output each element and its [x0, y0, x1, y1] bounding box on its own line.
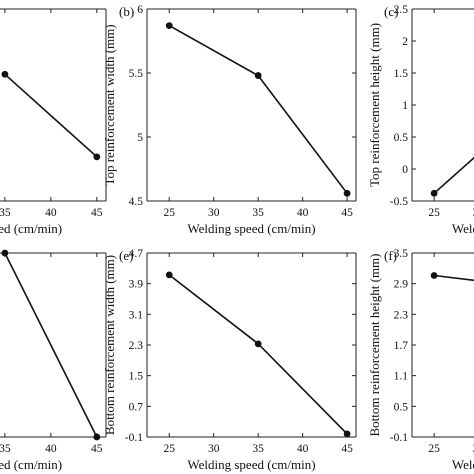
data-point — [93, 433, 101, 441]
data-point — [93, 153, 101, 161]
x-tick-label: 40 — [45, 207, 57, 219]
y-axis-title: Top reinforcement width (mm) — [102, 24, 117, 185]
x-tick-label: 35 — [0, 443, 11, 455]
y-tick-label: 1.7 — [394, 340, 409, 352]
y-axis-title: Bottom reinforcement height (mm) — [367, 253, 382, 436]
x-tick-label: 30 — [473, 443, 474, 455]
x-tick-label: 45 — [91, 443, 103, 455]
y-tick-label: 4.7 — [129, 248, 144, 260]
x-tick-label: 25 — [428, 207, 440, 219]
y-tick-label: 3.9 — [129, 279, 144, 291]
x-tick-label: 25 — [428, 443, 440, 455]
y-axis-title: Top reinforcement height (mm) — [367, 23, 382, 187]
y-tick-label: 0 — [402, 164, 408, 176]
y-tick-label: 1.1 — [394, 371, 409, 383]
x-axis-title: Welding speed (cm/min) — [187, 457, 315, 472]
x-tick-label: 30 — [208, 207, 220, 219]
panel-label-b: (b) — [119, 4, 134, 19]
panel-label-c: (c) — [384, 4, 398, 19]
chart-panel-f: 2530354045-0.10.51.11.72.32.93.5Welding … — [367, 248, 474, 472]
chart-panel-d: 2530354045Welding speed (cm/min)(d) — [0, 249, 107, 472]
series-line — [434, 274, 474, 282]
x-tick-label: 25 — [163, 443, 175, 455]
y-tick-label: 0.5 — [394, 401, 409, 413]
y-tick-label: 3.1 — [129, 309, 144, 321]
y-tick-label: -0.1 — [390, 432, 408, 444]
x-tick-label: 35 — [252, 207, 264, 219]
data-point — [430, 272, 438, 279]
x-axis-title: Welding speed (cm/min) — [452, 221, 474, 236]
x-tick-label: 30 — [473, 207, 474, 219]
series-line — [4, 252, 98, 438]
chart-panel-b: 25 30 35 40 45 4.5 5 5.5 6 Welding speed (cm/min)… — [102, 4, 357, 236]
series-line — [168, 24, 348, 194]
y-tick-label: 4.5 — [129, 196, 144, 208]
y-tick-label: 1.5 — [394, 68, 409, 80]
panel-label-f: (f) — [384, 248, 397, 263]
data-point — [1, 249, 9, 257]
series-line — [168, 274, 348, 435]
y-tick-label: 0.7 — [129, 401, 144, 413]
panel-label-e: (e) — [119, 248, 133, 263]
data-point — [430, 189, 438, 197]
y-tick-label: -0.5 — [390, 196, 408, 208]
data-point — [165, 22, 173, 30]
chart-panel-a: 2530354045Welding speed (cm/min)(a) — [0, 8, 107, 236]
y-tick-label: 2.3 — [394, 309, 409, 321]
x-tick-label: 40 — [45, 443, 57, 455]
x-tick-label: 45 — [341, 443, 353, 455]
y-tick-label: 2.5 — [394, 4, 409, 16]
y-axis-title: Bottom reinforcement width (mm) — [102, 255, 117, 435]
x-tick-label: 30 — [208, 443, 220, 455]
x-tick-label: 45 — [91, 207, 103, 219]
y-tick-label: 5 — [137, 132, 143, 144]
y-tick-label: 1 — [402, 100, 408, 112]
x-tick-label: 35 — [252, 443, 264, 455]
data-point — [254, 72, 262, 79]
x-tick-label: 25 — [163, 207, 175, 219]
data-point — [165, 271, 173, 279]
series-line — [433, 156, 474, 194]
y-tick-label: 2.3 — [129, 340, 144, 352]
data-point — [1, 70, 9, 78]
x-axis-title: Welding speed (cm/min) — [187, 221, 315, 236]
x-axis-title: Welding speed (cm/min) — [0, 457, 62, 472]
x-tick-label: 45 — [341, 207, 353, 219]
y-tick-label: 2.9 — [394, 279, 409, 291]
x-tick-label: 35 — [0, 207, 11, 219]
y-tick-label: 2 — [402, 36, 408, 48]
y-tick-label: 1.5 — [129, 371, 144, 383]
x-axis-title: Welding speed (cm/min) — [452, 457, 474, 472]
y-tick-label: 5.5 — [129, 68, 144, 80]
x-axis-title: Welding speed (cm/min) — [0, 221, 62, 236]
x-tick-label: 40 — [297, 443, 309, 455]
x-tick-label: 40 — [297, 207, 309, 219]
data-point — [343, 430, 351, 438]
data-point — [343, 189, 351, 197]
y-tick-label: 3.5 — [394, 248, 409, 260]
series-line — [4, 73, 98, 158]
data-point — [254, 340, 262, 348]
y-tick-label: 6 — [137, 4, 143, 16]
y-tick-label: -0.1 — [125, 432, 143, 444]
y-tick-label: 0.5 — [394, 132, 409, 144]
chart-panel-e: 25 30 35 40 45 -0.1 0.7 1.5 2.3 3.1 3.9 4.7 Welding … — [102, 248, 357, 472]
